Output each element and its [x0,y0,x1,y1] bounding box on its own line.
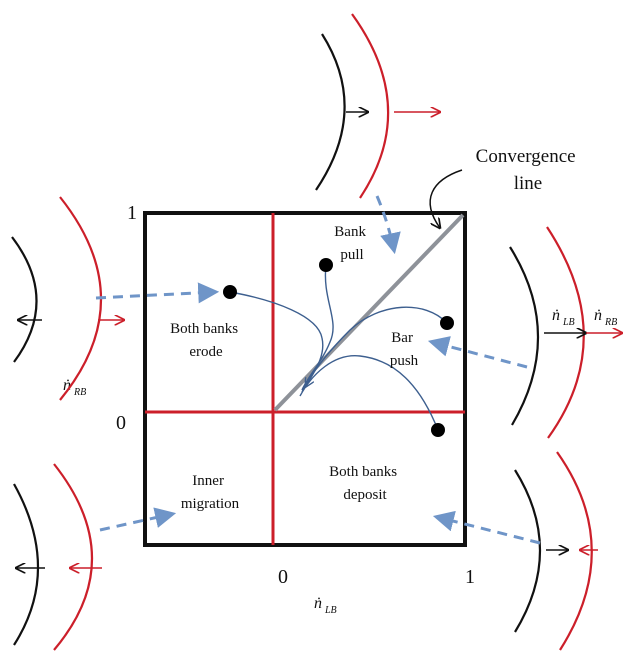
trajectory-from-bar-push [301,306,448,393]
convergence-line [273,213,465,412]
svg-text:ṅ: ṅ [63,377,71,394]
svg-text:LB: LB [324,605,337,616]
trajectory-from-bank-pull [301,264,334,391]
svg-text:ṅ: ṅ [552,307,560,324]
region-label-bar-push: Bar push [390,330,419,369]
trajectory-from-erode-region [229,291,324,386]
svg-text:RB: RB [604,317,617,328]
start-point-bar-push [440,316,454,330]
axis-label-one-top: 1 [127,202,137,224]
dashed-arrow-bottom-left-to-inner-migration [99,507,177,532]
x-axis-rate-label: ṅ LB [314,595,337,616]
bank-sketch-bottom-left [13,463,102,651]
region-label-inner-migration: Inner migration [181,473,240,512]
phase-space-frame [143,211,467,547]
dashed-arrow-right-to-bar-push [427,336,528,369]
bank-sketch-right [509,226,622,439]
axis-label-zero-bottom: 0 [278,566,288,588]
right-lb-rate-label: ṅ LB [552,307,575,328]
convergence-line-annotation: Convergence line [476,146,581,194]
dashed-arrow-left-to-erode [95,282,220,304]
region-label-both-banks-erode: Both banks erode [170,321,242,360]
bank-sketch-top [315,13,440,199]
bank-sketch-bottom-right [514,451,598,651]
axis-label-one-right: 1 [465,566,475,588]
region-label-both-banks-deposit: Both banks deposit [329,464,401,503]
right-rb-rate-label: ṅ RB [594,307,617,328]
svg-text:ṅ: ṅ [594,307,602,324]
svg-text:LB: LB [562,317,575,328]
axis-label-zero-left: 0 [116,412,126,434]
left-rb-rate-label: ṅ RB [63,377,86,398]
start-point-erode [223,285,237,299]
bank-sketch-left [11,196,124,401]
dashed-arrow-bottom-right-to-deposit [432,510,541,545]
annotation-pointer-arrow [429,169,463,228]
dashed-arrow-top-to-bank-pull [375,195,401,255]
region-label-bank-pull: Bank pull [334,224,369,263]
svg-text:ṅ: ṅ [314,595,322,612]
svg-text:RB: RB [73,387,86,398]
start-point-deposit [431,423,445,437]
trajectory-from-deposit-region [299,355,439,431]
start-point-bank-pull [319,258,333,272]
